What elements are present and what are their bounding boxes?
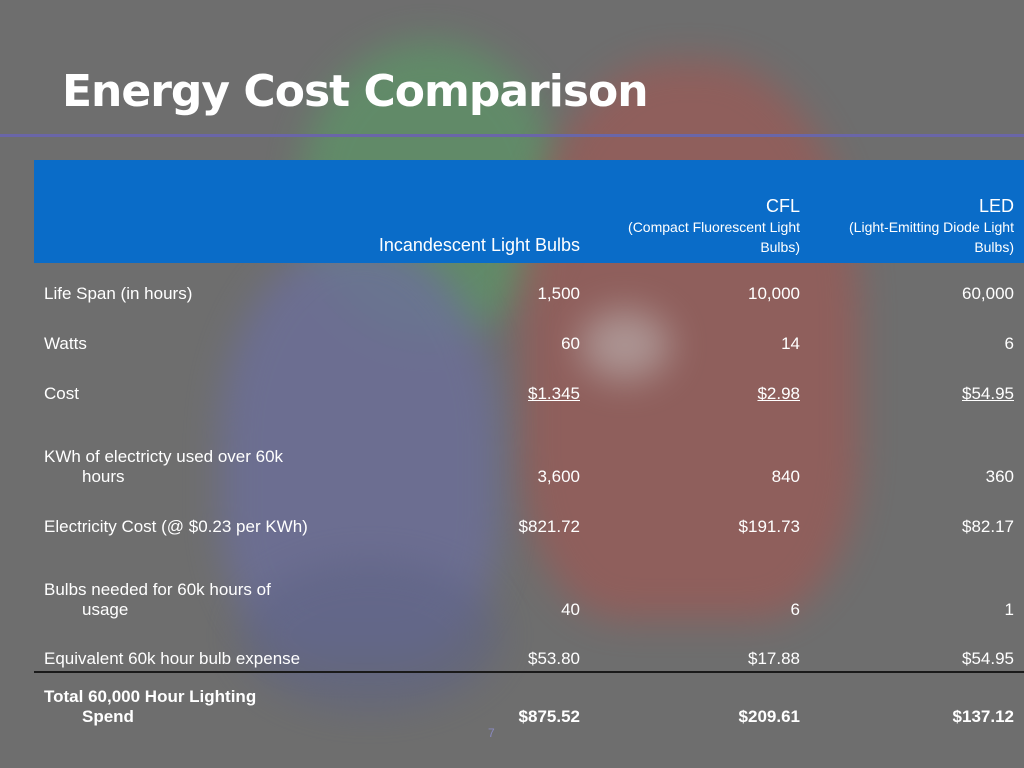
cell-cfl: $209.61: [590, 671, 810, 732]
price-link-cfl[interactable]: $2.98: [757, 384, 800, 403]
table-row-equivalent-expense: Equivalent 60k hour bulb expense $53.80 …: [34, 622, 1024, 672]
row-label: Electricity Cost (@ $0.23 per KWh): [44, 517, 308, 536]
cell-cfl: $17.88: [748, 649, 800, 668]
row-label: KWh of electricty used over 60k hours: [34, 406, 368, 489]
header-empty-cell: [34, 160, 368, 263]
cell-incandescent: 60: [561, 334, 580, 353]
cell-cfl: 840: [771, 467, 800, 486]
cell-cfl: 6: [790, 600, 800, 619]
cell-incandescent: $1.345: [368, 356, 590, 406]
page-title: Energy Cost Comparison: [62, 66, 649, 117]
header-led-title: LED: [978, 196, 1014, 216]
cell-led: 360: [985, 467, 1014, 486]
cell-incandescent: $875.52: [368, 671, 590, 732]
cell-cfl: 10,000: [748, 284, 800, 303]
led-glow-highlight: [580, 310, 670, 380]
header-led-subtitle: (Light-Emitting Diode Light Bulbs): [849, 219, 1014, 255]
table-header-row: Incandescent Light Bulbs CFL (Compact Fl…: [34, 160, 1024, 263]
cell-led: $82.17: [962, 517, 1014, 536]
row-label: Cost: [44, 384, 79, 403]
cell-led: 6: [1004, 334, 1014, 353]
header-led: LED (Light-Emitting Diode Light Bulbs): [810, 160, 1024, 263]
header-cfl-title: CFL: [765, 196, 800, 216]
cell-led: 1: [1004, 600, 1014, 619]
row-label: Bulbs needed for 60k hours of usage: [34, 539, 368, 622]
row-label: Life Span (in hours): [44, 284, 193, 303]
header-cfl-subtitle: (Compact Fluorescent Light Bulbs): [628, 219, 800, 255]
cell-cfl: $191.73: [738, 517, 800, 536]
row-label: Watts: [44, 334, 87, 353]
header-incandescent: Incandescent Light Bulbs: [378, 235, 580, 255]
cell-led: $137.12: [810, 671, 1024, 732]
cell-led: $54.95: [810, 356, 1024, 406]
row-label: Equivalent 60k hour bulb expense: [44, 649, 301, 668]
cell-led: 60,000: [962, 284, 1014, 303]
table-row-bulbs-needed: Bulbs needed for 60k hours of usage 40 6…: [34, 539, 1024, 622]
cell-incandescent: 3,600: [537, 467, 580, 486]
price-link-led[interactable]: $54.95: [962, 384, 1014, 403]
row-label-line1: Bulbs needed for 60k hours of: [44, 580, 271, 599]
row-label-line2: Spend: [82, 707, 134, 726]
row-label-line1: Total 60,000 Hour Lighting: [44, 687, 257, 706]
table-row-kwh: KWh of electricty used over 60k hours 3,…: [34, 406, 1024, 489]
price-link-incandescent[interactable]: $1.345: [528, 384, 580, 403]
slide-number: 7: [488, 726, 495, 740]
cell-cfl: 14: [781, 334, 800, 353]
table-row-cost: Cost $1.345 $2.98 $54.95: [34, 356, 1024, 406]
red-led-background: [520, 60, 860, 620]
row-label-line2: usage: [82, 600, 129, 619]
cell-led: $54.95: [962, 649, 1014, 668]
table-row-total: Total 60,000 Hour Lighting Spend $875.52…: [34, 671, 1024, 732]
comparison-table-container: Incandescent Light Bulbs CFL (Compact Fl…: [34, 160, 1024, 732]
cell-incandescent: $821.72: [518, 517, 580, 536]
row-label: Total 60,000 Hour Lighting Spend: [34, 671, 368, 732]
cell-incandescent: 40: [561, 600, 580, 619]
table-row-watts: Watts 60 14 6: [34, 306, 1024, 356]
energy-cost-table: Incandescent Light Bulbs CFL (Compact Fl…: [34, 160, 1024, 732]
header-cfl: CFL (Compact Fluorescent Light Bulbs): [590, 160, 810, 263]
table-row-life-span: Life Span (in hours) 1,500 10,000 60,000: [34, 263, 1024, 306]
title-divider: [0, 134, 1024, 137]
cell-incandescent: 1,500: [537, 284, 580, 303]
table-row-electricity-cost: Electricity Cost (@ $0.23 per KWh) $821.…: [34, 489, 1024, 539]
cell-incandescent: $53.80: [528, 649, 580, 668]
cell-cfl: $2.98: [590, 356, 810, 406]
row-label-line1: KWh of electricty used over 60k: [44, 447, 284, 466]
row-label-line2: hours: [82, 467, 125, 486]
